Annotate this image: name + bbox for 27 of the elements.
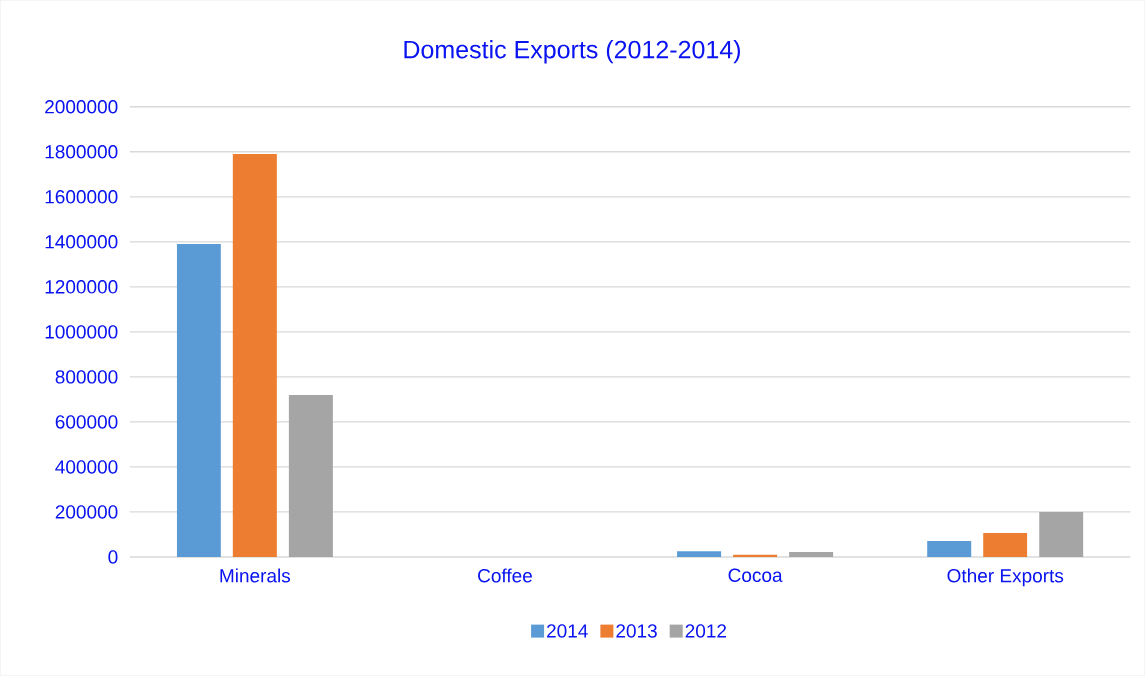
y-tick-label: 1400000 bbox=[45, 235, 118, 249]
bar bbox=[232, 154, 277, 558]
bar bbox=[288, 395, 333, 558]
bar bbox=[1039, 512, 1084, 558]
y-tick-label: 200000 bbox=[55, 505, 118, 519]
y-tick-label: 0 bbox=[108, 550, 118, 564]
chart-title: Domestic Exports (2012-2014) bbox=[404, 40, 740, 64]
legend-label: 2014 bbox=[547, 624, 588, 638]
y-tick-label: 400000 bbox=[55, 460, 118, 474]
bar bbox=[789, 552, 834, 558]
x-tick-label: Coffee bbox=[478, 568, 532, 583]
y-tick-label: 1000000 bbox=[45, 325, 118, 339]
x-tick-label: Other Exports bbox=[947, 568, 1064, 587]
bar bbox=[927, 541, 972, 558]
y-tick-label: 1800000 bbox=[45, 145, 118, 159]
legend-label: 2013 bbox=[616, 624, 657, 638]
x-tick-label: Cocoa bbox=[728, 568, 783, 583]
bar bbox=[176, 244, 221, 558]
y-tick-label: 1200000 bbox=[45, 280, 118, 294]
bar bbox=[677, 551, 722, 558]
y-tick-label: 800000 bbox=[55, 370, 118, 384]
x-tick-label: Minerals bbox=[220, 568, 291, 583]
legend-label: 2012 bbox=[685, 624, 727, 638]
y-tick-label: 600000 bbox=[55, 415, 118, 429]
y-tick-label: 2000000 bbox=[45, 100, 118, 114]
bar bbox=[983, 533, 1028, 558]
y-tick-label: 1600000 bbox=[45, 190, 118, 204]
